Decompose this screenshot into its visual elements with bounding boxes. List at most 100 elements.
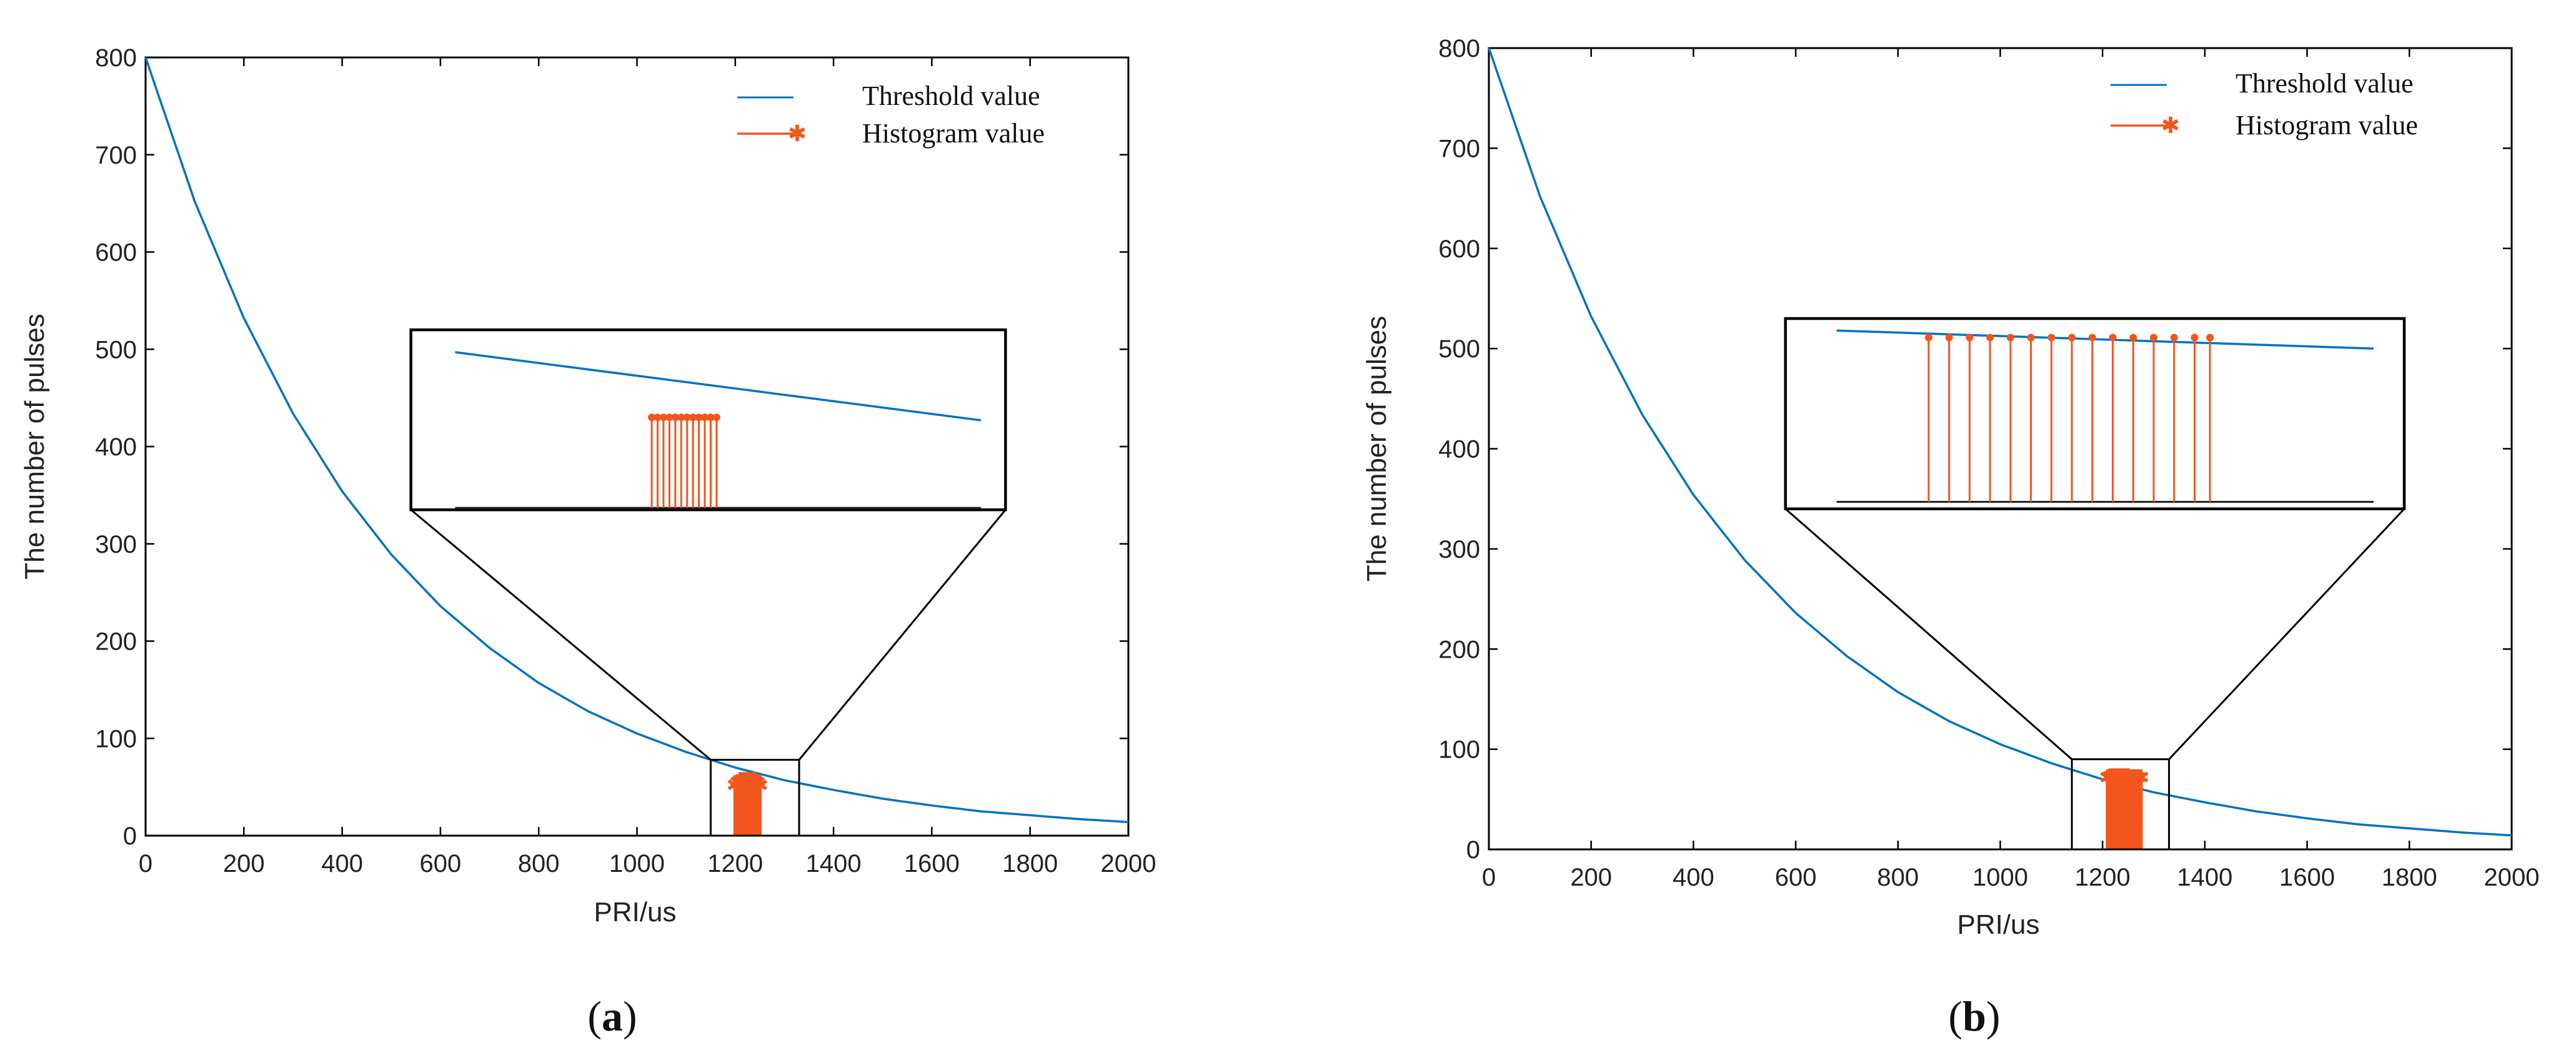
inset-histogram-marker	[2129, 334, 2137, 342]
zoom-source-box	[2071, 758, 2171, 851]
x-tick-label: 2000	[1101, 850, 1156, 878]
inset-histogram-marker	[689, 413, 697, 422]
inset-histogram-marker	[2047, 334, 2056, 342]
threshold-line	[144, 57, 1129, 823]
y-tick-label: 500	[95, 336, 137, 363]
zoom-connector-left	[410, 509, 712, 761]
y-axis-label: The number of pulses	[19, 314, 50, 580]
x-tick-label: 1000	[1972, 864, 2028, 891]
x-tick-label: 1800	[2382, 864, 2437, 891]
inset-histogram-marker	[2027, 334, 2035, 342]
inset-histogram-marker	[665, 413, 674, 422]
zoom-connector-right	[2168, 508, 2405, 760]
legend-histogram-label: Histogram value	[862, 118, 1045, 149]
x-tick-label: 200	[1570, 864, 1612, 891]
inset-histogram-marker	[1945, 334, 1953, 342]
caption-open: (	[587, 992, 602, 1040]
inset-histogram-marker	[1966, 334, 1974, 342]
inset-histogram-marker	[2191, 334, 2199, 342]
x-tick-label: 600	[1775, 864, 1817, 891]
x-tick-label: 1000	[609, 850, 665, 878]
legend-histogram-label: Histogram value	[2235, 110, 2418, 141]
x-tick-label: 0	[1482, 864, 1496, 891]
inset-histogram-marker	[695, 413, 703, 422]
inset-histogram-marker	[1924, 334, 1932, 342]
y-tick-label: 500	[1438, 335, 1480, 363]
inset-histogram-marker	[677, 413, 685, 422]
x-tick-label: 800	[1877, 864, 1919, 891]
legend-threshold-label: Threshold value	[862, 81, 1040, 111]
panel-caption: (a)	[587, 992, 637, 1040]
x-tick-label: 200	[223, 850, 265, 878]
inset-threshold-line	[455, 351, 982, 422]
y-tick-label: 800	[1438, 35, 1480, 62]
y-tick-label: 300	[1438, 536, 1480, 563]
x-axis-label: PRI/us	[1957, 909, 2039, 940]
caption-close: )	[623, 992, 637, 1040]
inset-histogram-marker	[701, 413, 709, 422]
y-tick-label: 800	[95, 44, 137, 72]
threshold-line	[1488, 47, 2512, 837]
chart-panel-b: 0 200 400 600 800 1000 1200 1400 1600 1800 2000 0 10…	[1361, 35, 2539, 1040]
inset-histogram-marker	[648, 413, 656, 422]
zoom-connector-right	[798, 509, 1007, 761]
inset-histogram-marker	[2109, 334, 2117, 342]
x-tick-label: 1400	[806, 850, 862, 878]
histogram-marker: ✱	[751, 774, 769, 798]
x-tick-label: 1800	[1002, 850, 1058, 878]
histogram-marker: ✱	[2132, 766, 2150, 790]
x-tick-label: 1200	[707, 850, 763, 878]
x-tick-label: 1600	[904, 850, 960, 878]
inset-histogram-marker	[707, 413, 715, 422]
y-tick-label: 700	[1438, 135, 1480, 162]
y-tick-label: 600	[95, 239, 137, 267]
inset-threshold-line	[1836, 329, 2374, 350]
y-tick-label: 400	[95, 433, 137, 461]
y-tick-label: 100	[95, 725, 137, 753]
x-tick-label: 0	[139, 850, 152, 878]
caption-letter: a	[602, 992, 623, 1040]
x-axis-label: PRI/us	[594, 897, 676, 927]
y-tick-label: 300	[95, 531, 137, 558]
y-tick-label: 400	[1438, 436, 1480, 463]
inset-histogram-marker	[654, 413, 662, 422]
y-tick-label: 0	[123, 823, 137, 850]
y-tick-label: 200	[1438, 636, 1480, 663]
inset-histogram-marker	[2150, 334, 2158, 342]
x-tick-label: 1400	[2177, 864, 2232, 891]
y-axis-label: The number of pulses	[1361, 316, 1392, 582]
inset-histogram-marker	[2170, 334, 2178, 342]
legend-histogram-marker: ✱	[2161, 112, 2180, 138]
inset-histogram-marker	[2088, 334, 2096, 342]
x-tick-label: 2000	[2484, 864, 2540, 891]
inset-histogram-marker	[659, 413, 667, 422]
zoom-inset-box	[1784, 317, 2406, 510]
x-tick-label: 1200	[2075, 864, 2131, 891]
y-tick-label: 100	[1438, 736, 1480, 764]
y-tick-label: 0	[1466, 836, 1480, 864]
histogram-marker: ✱	[2129, 766, 2147, 790]
legend-histogram-marker: ✱	[788, 121, 807, 146]
y-tick-label: 200	[95, 628, 137, 656]
inset-histogram-marker	[683, 413, 691, 422]
inset-histogram-marker	[671, 413, 679, 422]
x-tick-label: 1600	[2279, 864, 2335, 891]
inset-histogram-marker	[2006, 334, 2014, 342]
histogram-marker: ✱	[748, 771, 767, 794]
x-tick-label: 600	[420, 850, 462, 878]
caption-close: )	[1986, 992, 2001, 1040]
inset-histogram-marker	[2068, 334, 2076, 342]
zoom-connector-left	[1784, 508, 2073, 760]
inset-histogram-marker	[712, 413, 720, 422]
chart-panel-a: 0 200 400 600 800 1000 1200 1400 1600 1800 2000 0 10…	[19, 44, 1156, 1040]
x-tick-label: 400	[1673, 864, 1714, 891]
zoom-source-box	[709, 759, 800, 837]
y-tick-label: 700	[95, 142, 137, 169]
caption-letter: b	[1962, 992, 1986, 1040]
legend-threshold-label: Threshold value	[2235, 68, 2414, 99]
inset-histogram-marker	[1986, 334, 1994, 342]
panel-caption: (b)	[1948, 992, 2000, 1040]
y-tick-label: 600	[1438, 235, 1480, 263]
x-tick-label: 400	[321, 850, 363, 878]
